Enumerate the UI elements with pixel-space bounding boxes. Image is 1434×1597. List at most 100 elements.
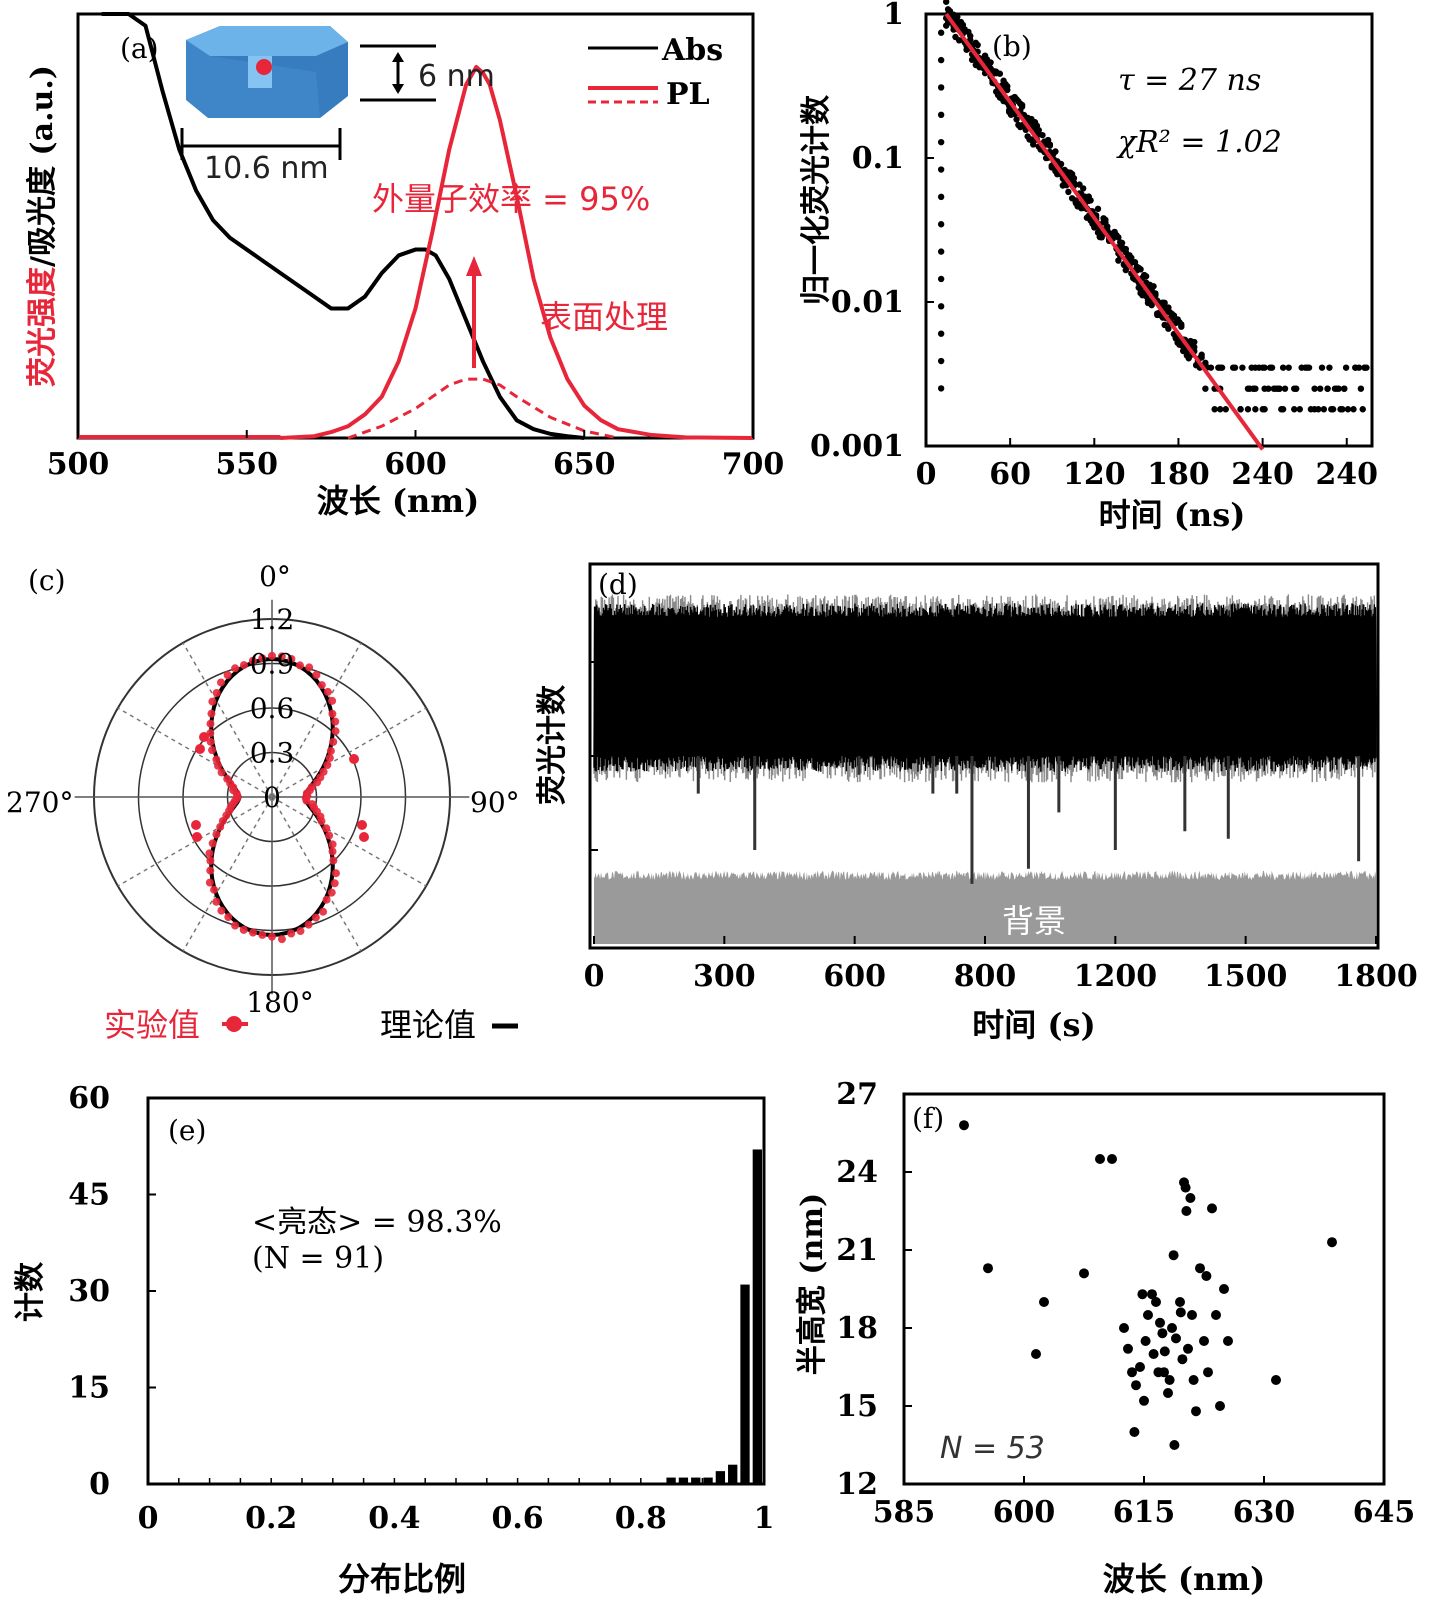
fwhm-point xyxy=(1175,1307,1186,1318)
x-tick-label: 300 xyxy=(693,959,756,994)
decay-point xyxy=(955,37,963,44)
decay-point xyxy=(996,70,1004,77)
background-label: 背景 xyxy=(1002,902,1066,940)
x-tick-label: 0.4 xyxy=(368,1501,420,1536)
decay-point xyxy=(942,0,950,5)
panel-b-x-title: 时间 (ns) xyxy=(1099,496,1246,534)
panel-c: (c) 1.2 0.9 0.6 0.3 0 0° 90° 180° 270° 实验值 理… xyxy=(6,560,520,1044)
decay-point xyxy=(1285,364,1292,371)
x-tick-label: 1200 xyxy=(1074,959,1158,994)
panel-b-chi: χR² = 1.02 xyxy=(1116,125,1282,160)
decay-point xyxy=(1152,291,1159,298)
experiment-point xyxy=(328,840,337,849)
decay-point xyxy=(967,32,974,40)
experiment-point xyxy=(268,651,276,660)
x-tick-label: 615 xyxy=(1113,1495,1176,1530)
series-line-0 xyxy=(101,12,585,440)
fwhm-point xyxy=(1201,1271,1212,1281)
y-tick-label: 1 xyxy=(883,0,904,32)
fwhm-point xyxy=(1207,1203,1217,1214)
fwhm-point xyxy=(1195,1263,1205,1274)
fwhm-point xyxy=(1175,1297,1185,1307)
decay-point xyxy=(974,41,981,49)
decay-point xyxy=(1094,205,1102,213)
decay-point xyxy=(1202,385,1209,392)
experiment-point xyxy=(295,661,304,670)
x-tick-label: 650 xyxy=(553,447,616,482)
x-tick-label: 600 xyxy=(993,1495,1056,1530)
experiment-point xyxy=(296,927,305,936)
decay-point xyxy=(1335,385,1342,392)
panel-f-points xyxy=(959,1120,1337,1450)
decay-point xyxy=(1252,385,1259,392)
panel-a-x-title: 波长 (nm) xyxy=(317,482,480,520)
panel-a-y-title-red: 荧光强度 xyxy=(25,267,60,387)
experiment-point xyxy=(328,709,337,718)
fwhm-point xyxy=(1079,1268,1089,1279)
y-tick-label: 18 xyxy=(836,1311,878,1346)
decay-point xyxy=(1344,406,1352,413)
panel-d-x-title: 时间 (s) xyxy=(972,1006,1095,1044)
decay-point xyxy=(1030,141,1037,148)
fwhm-point xyxy=(1215,1401,1225,1411)
panel-b-fit-line xyxy=(944,12,1265,451)
experiment-point xyxy=(191,820,201,830)
decay-point xyxy=(1363,364,1370,371)
decay-point xyxy=(1165,325,1172,332)
polar-spoke xyxy=(271,642,362,798)
y-tick-label: 21 xyxy=(836,1233,878,1268)
experiment-point xyxy=(302,796,311,805)
decay-point xyxy=(1324,385,1331,392)
x-tick-label: 600 xyxy=(384,447,447,482)
experiment-point xyxy=(327,888,336,897)
fwhm-point xyxy=(1119,1323,1129,1333)
decay-point xyxy=(1161,299,1168,307)
decay-point xyxy=(1191,338,1198,346)
decay-point xyxy=(1079,185,1087,192)
decay-point xyxy=(1216,406,1224,413)
experiment-point xyxy=(212,897,221,906)
experiment-point xyxy=(305,663,314,672)
decay-point xyxy=(1316,385,1324,392)
y-tick-label: 0.001 xyxy=(810,429,904,464)
decay-point xyxy=(1231,364,1239,371)
panel-a: 500 550 600 650 700 (a) 6 nm 10.6 nm Abs xyxy=(25,12,784,520)
experiment-point xyxy=(207,709,216,718)
fwhm-point xyxy=(1271,1375,1281,1385)
experiment-point xyxy=(312,671,321,680)
fwhm-point xyxy=(1177,1354,1188,1365)
width-label: 10.6 nm xyxy=(204,151,329,186)
experiment-point xyxy=(223,774,232,783)
x-tick-label: 0.6 xyxy=(491,1501,543,1536)
fwhm-point xyxy=(1147,1289,1157,1300)
histogram-bar xyxy=(740,1284,750,1484)
y-tick-label: 30 xyxy=(68,1274,110,1309)
experiment-point xyxy=(359,832,369,842)
y-tick-label: 15 xyxy=(68,1371,110,1406)
radial-tick-label: 0.3 xyxy=(250,737,295,770)
experiment-point xyxy=(214,761,223,770)
radial-tick-label: 0.6 xyxy=(250,692,295,725)
y-tick-label: 45 xyxy=(68,1178,110,1213)
decay-point xyxy=(1035,126,1042,134)
fwhm-point xyxy=(1183,1343,1193,1354)
decay-point xyxy=(1046,141,1054,148)
decay-point xyxy=(937,166,945,173)
experiment-point xyxy=(239,925,248,934)
decay-point xyxy=(1305,364,1313,371)
decay-point xyxy=(1211,406,1218,413)
x-tick-label: 1800 xyxy=(1334,959,1418,994)
fwhm-point xyxy=(1187,1310,1197,1320)
decay-point xyxy=(1326,364,1333,371)
experiment-point xyxy=(304,920,313,929)
decay-point xyxy=(1239,364,1246,371)
surface-treatment-annotation: 表面处理 xyxy=(540,298,668,336)
fwhm-point xyxy=(1168,1250,1179,1261)
fwhm-point xyxy=(1140,1336,1151,1346)
y-tick-label: 27 xyxy=(836,1077,878,1112)
decay-point xyxy=(1087,197,1094,204)
experiment-point xyxy=(206,856,215,865)
panel-c-radial-labels: 1.2 0.9 0.6 0.3 0 xyxy=(250,603,295,814)
fwhm-point xyxy=(1223,1336,1233,1346)
